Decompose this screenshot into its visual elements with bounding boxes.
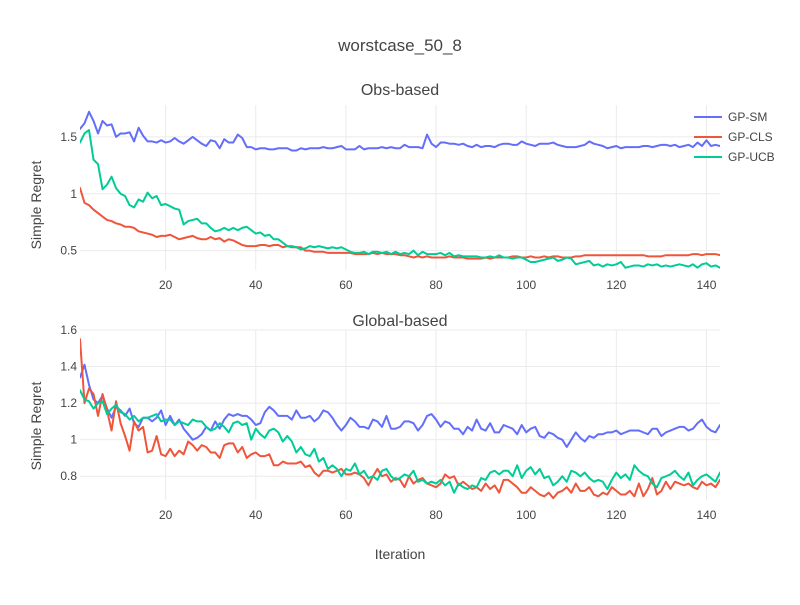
ticks-obs-based: 20 40 60 80 100 120 140 0.5 1 1.5 bbox=[60, 130, 716, 292]
x-tick-label-obs-based-40: 40 bbox=[249, 278, 263, 292]
x-tick-label-obs-based-60: 60 bbox=[339, 278, 353, 292]
x-tick-label-obs-based-100: 100 bbox=[516, 278, 536, 292]
y-axis-title-obs-based: Simple Regret bbox=[28, 161, 44, 250]
series-line-global-based-gp-sm[interactable] bbox=[80, 363, 792, 448]
figure-title: worstcase_50_8 bbox=[337, 36, 462, 55]
x-tick-label-obs-based-140: 140 bbox=[696, 278, 716, 292]
grid-global-based bbox=[80, 329, 720, 500]
x-tick-label-global-based-120: 120 bbox=[606, 508, 626, 522]
grid-obs-based bbox=[80, 105, 720, 270]
y-tick-label-global-based-2: 1.2 bbox=[60, 396, 77, 410]
y-tick-label-global-based-3: 1.4 bbox=[60, 360, 77, 374]
panel-global-based: 20 40 60 80 100 120 140 0.8 1 1.2 1.4 1.6 Global-ba… bbox=[28, 313, 792, 522]
panel-obs-based: 20 40 60 80 100 120 140 0.5 1 1.5 Obs-based Simpl… bbox=[28, 82, 792, 292]
x-tick-label-obs-based-20: 20 bbox=[159, 278, 173, 292]
legend-item-gp-ucb[interactable]: GP-UCB bbox=[694, 150, 775, 164]
series-global-based bbox=[80, 338, 792, 500]
x-tick-label-global-based-140: 140 bbox=[696, 508, 716, 522]
y-tick-label-obs-based-0: 0.5 bbox=[60, 244, 77, 258]
series-line-global-based-gp-cls[interactable] bbox=[80, 338, 743, 500]
legend-label-gp-ucb: GP-UCB bbox=[728, 150, 775, 164]
legend-item-gp-sm[interactable]: GP-SM bbox=[694, 110, 767, 124]
x-tick-label-obs-based-80: 80 bbox=[429, 278, 443, 292]
legend-item-gp-cls[interactable]: GP-CLS bbox=[694, 130, 773, 144]
series-line-obs-based-gp-sm[interactable] bbox=[80, 110, 720, 152]
x-tick-label-global-based-100: 100 bbox=[516, 508, 536, 522]
x-tick-label-global-based-20: 20 bbox=[159, 508, 173, 522]
x-tick-label-global-based-40: 40 bbox=[249, 508, 263, 522]
x-axis-title: Iteration bbox=[375, 546, 426, 562]
x-tick-label-global-based-60: 60 bbox=[339, 508, 353, 522]
subplot-title-global-based: Global-based bbox=[352, 313, 447, 330]
legend-label-gp-sm: GP-SM bbox=[728, 110, 767, 124]
legend-label-gp-cls: GP-CLS bbox=[728, 130, 773, 144]
y-tick-label-global-based-4: 1.6 bbox=[60, 323, 77, 337]
ticks-global-based: 20 40 60 80 100 120 140 0.8 1 1.2 1.4 1.6 bbox=[60, 323, 716, 522]
series-obs-based bbox=[80, 110, 792, 269]
series-line-obs-based-gp-cls[interactable] bbox=[80, 187, 792, 260]
y-tick-label-obs-based-1: 1 bbox=[70, 187, 77, 201]
x-tick-label-obs-based-120: 120 bbox=[606, 278, 626, 292]
series-line-global-based-gp-ucb[interactable] bbox=[80, 389, 729, 494]
x-tick-label-global-based-80: 80 bbox=[429, 508, 443, 522]
y-axis-title-global-based: Simple Regret bbox=[28, 382, 44, 471]
legend[interactable]: GP-SM GP-CLS GP-UCB bbox=[694, 110, 775, 164]
y-tick-label-global-based-0: 0.8 bbox=[60, 469, 77, 483]
subplot-title-obs-based: Obs-based bbox=[361, 82, 439, 99]
y-tick-label-global-based-1: 1 bbox=[70, 433, 77, 447]
series-line-obs-based-gp-ucb[interactable] bbox=[80, 129, 720, 269]
y-tick-label-obs-based-2: 1.5 bbox=[60, 130, 77, 144]
